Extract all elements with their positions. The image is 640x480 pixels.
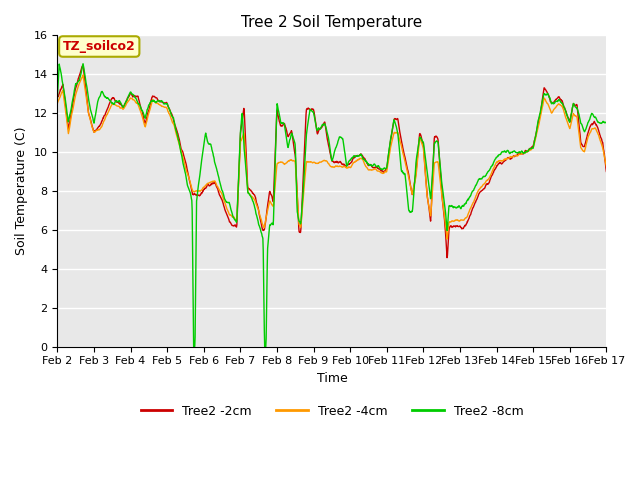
Tree2 -2cm: [444, 255, 451, 261]
Tree2 -2cm: [366, 162, 374, 168]
Line: Tree2 -8cm: Tree2 -8cm: [58, 64, 606, 347]
Tree2 -8cm: [308, 108, 316, 114]
Tree2 -4cm: [119, 106, 127, 111]
Tree2 -2cm: [119, 104, 127, 109]
Tree2 -4cm: [602, 163, 610, 169]
Tree2 -4cm: [298, 210, 306, 216]
Tree2 -4cm: [287, 157, 294, 163]
Y-axis label: Soil Temperature (C): Soil Temperature (C): [15, 127, 28, 255]
Line: Tree2 -2cm: Tree2 -2cm: [58, 65, 606, 258]
Tree2 -8cm: [190, 344, 198, 349]
Tree2 -4cm: [444, 236, 451, 242]
Tree2 -8cm: [602, 120, 610, 126]
Tree2 -8cm: [119, 103, 127, 109]
Tree2 -2cm: [79, 62, 87, 68]
Tree2 -4cm: [308, 159, 316, 165]
Tree2 -2cm: [308, 106, 316, 111]
Tree2 -2cm: [298, 201, 306, 207]
Tree2 -4cm: [97, 126, 104, 132]
Tree2 -2cm: [97, 122, 104, 128]
Tree2 -8cm: [97, 93, 104, 99]
Tree2 -4cm: [366, 167, 374, 172]
Tree2 -8cm: [79, 61, 87, 67]
Tree2 -2cm: [602, 168, 610, 174]
Legend: Tree2 -2cm, Tree2 -4cm, Tree2 -8cm: Tree2 -2cm, Tree2 -4cm, Tree2 -8cm: [136, 400, 528, 423]
X-axis label: Time: Time: [317, 372, 348, 385]
Tree2 -4cm: [79, 72, 87, 78]
Line: Tree2 -4cm: Tree2 -4cm: [58, 75, 606, 239]
Tree2 -8cm: [54, 95, 61, 100]
Text: TZ_soilco2: TZ_soilco2: [63, 40, 136, 53]
Tree2 -8cm: [287, 132, 295, 138]
Tree2 -8cm: [367, 162, 374, 168]
Tree2 -4cm: [54, 100, 61, 106]
Title: Tree 2 Soil Temperature: Tree 2 Soil Temperature: [241, 15, 422, 30]
Tree2 -2cm: [54, 95, 61, 100]
Tree2 -8cm: [299, 200, 307, 206]
Tree2 -2cm: [287, 130, 294, 135]
